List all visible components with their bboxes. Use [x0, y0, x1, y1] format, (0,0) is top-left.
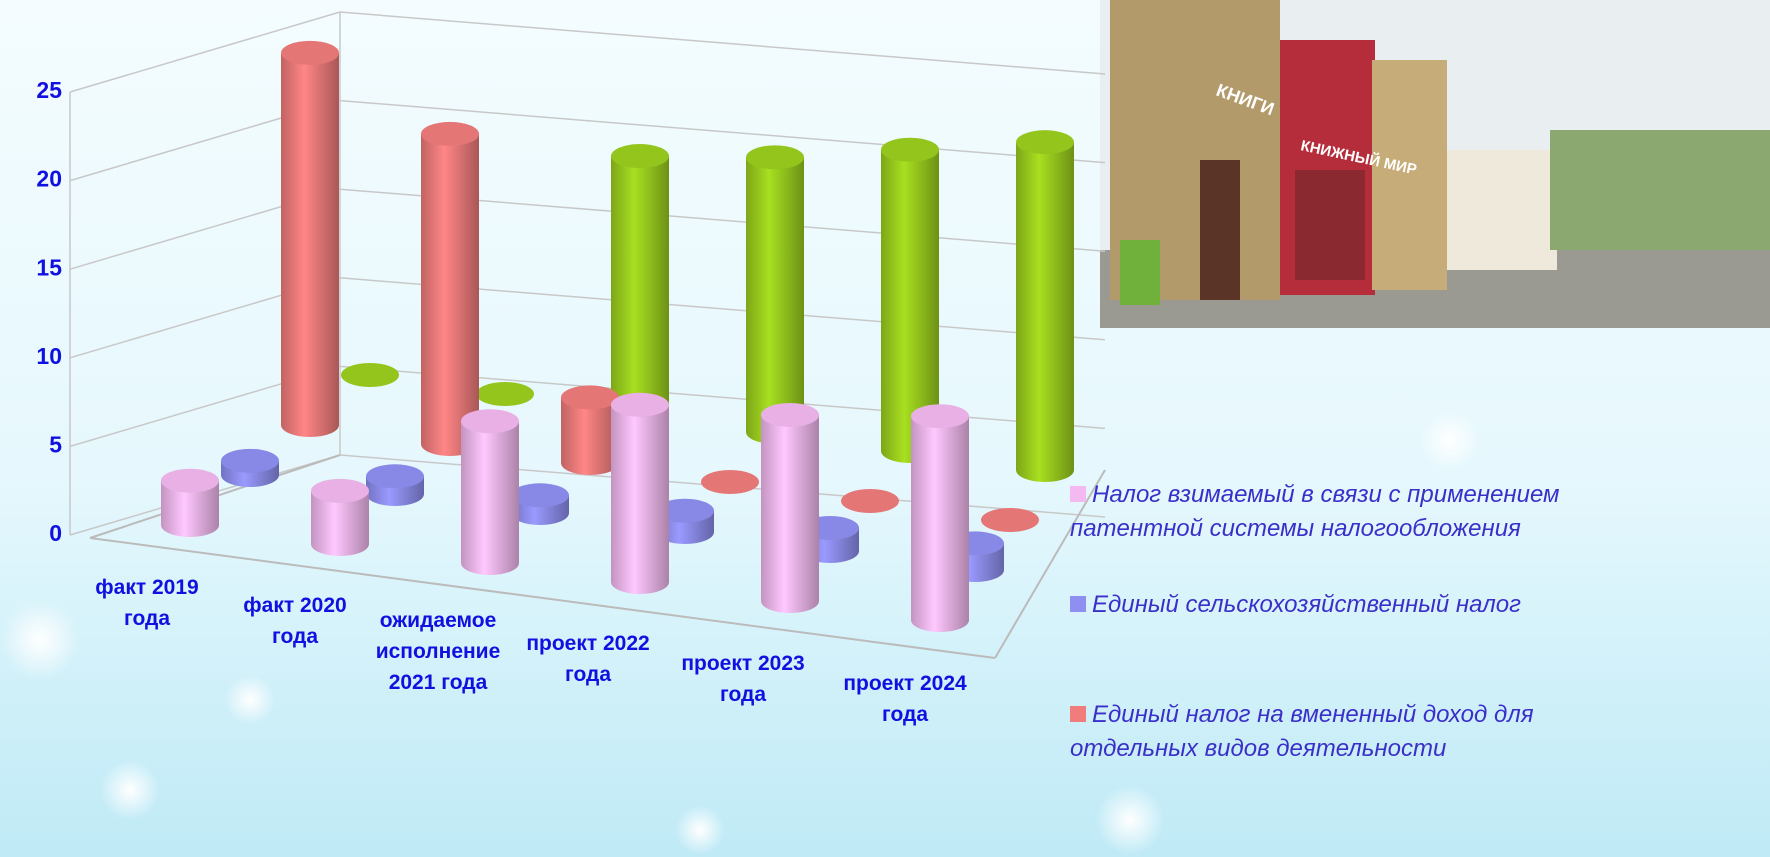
- cylinder-body: [281, 52, 339, 437]
- cylinder-body: [881, 149, 939, 463]
- cylinder-top: [221, 448, 279, 473]
- cylinder: [611, 144, 669, 425]
- cylinder-body: [421, 133, 479, 456]
- y-tick-label: 0: [49, 520, 62, 546]
- cylinder-body: [1016, 142, 1074, 482]
- cylinder-top: [1016, 130, 1074, 155]
- cylinder-top: [656, 498, 714, 523]
- cylinder: [746, 145, 804, 444]
- cylinder-top: [881, 137, 939, 162]
- cylinder: [366, 464, 424, 506]
- axes: 0 5 10 15 20 25: [36, 11, 1106, 659]
- y-tick-label: 25: [36, 77, 62, 103]
- legend-item: Налог взимаемый в связи с применением па…: [1070, 478, 1570, 546]
- cylinder-top: [161, 468, 219, 493]
- axis-line: [994, 469, 1106, 659]
- grid-line: [69, 11, 341, 93]
- cylinder-body: [746, 157, 804, 444]
- sparkles: [0, 410, 1480, 855]
- grid-line: [339, 11, 1106, 75]
- legend-swatch: [1070, 486, 1086, 502]
- cylinder-top: [281, 40, 339, 65]
- y-tick-label: 20: [36, 166, 62, 192]
- cylinder: [511, 483, 569, 525]
- cylinder-top: [421, 121, 479, 146]
- legend-label: Единый сельскохозяйственный налог: [1092, 591, 1521, 618]
- photo: КНИГИ КНИЖНЫЙ МИР: [1100, 0, 1770, 328]
- cylinder: [841, 489, 899, 513]
- grid-line: [339, 99, 1106, 164]
- cylinder-top: [311, 478, 369, 503]
- legend-swatch: [1070, 596, 1086, 612]
- cylinder-top: [511, 483, 569, 508]
- cylinder-top: [981, 508, 1039, 532]
- x-tick-label: факт 2020 года: [243, 594, 347, 648]
- x-tick-label: ожидаемое исполнение 2021 года: [375, 609, 501, 694]
- cylinder: [611, 392, 669, 594]
- cylinder: [561, 385, 619, 475]
- x-tick-label: факт 2019 года: [95, 576, 199, 630]
- cylinder-top: [611, 144, 669, 169]
- cylinder-top: [611, 392, 669, 417]
- y-tick-label: 15: [36, 254, 62, 280]
- legend-item: Единый сельскохозяйственный налог: [1070, 588, 1570, 622]
- cylinder-top: [746, 145, 804, 170]
- cylinder: [911, 404, 969, 632]
- legend-item: Единый налог на вмененный доход для отде…: [1070, 698, 1570, 766]
- cylinder: [656, 498, 714, 544]
- cylinder-top: [461, 409, 519, 434]
- legend-swatch: [1070, 706, 1086, 722]
- cylinder: [421, 121, 479, 456]
- cylinder-top: [476, 382, 534, 406]
- y-tick-label: 5: [49, 431, 62, 457]
- cylinder-top: [761, 402, 819, 427]
- cylinder: [221, 448, 279, 487]
- cylinder-body: [561, 397, 619, 475]
- cylinder-body: [911, 416, 969, 632]
- x-tick-label: проект 2022 года: [526, 632, 650, 686]
- cylinder: [476, 382, 534, 406]
- cylinder-top: [911, 404, 969, 429]
- cylinder-top: [366, 464, 424, 489]
- cylinder-body: [311, 490, 369, 556]
- cylinder: [761, 402, 819, 613]
- cylinder-body: [161, 480, 219, 537]
- legend-label: Налог взимаемый в связи с применением па…: [1070, 481, 1560, 542]
- cylinder: [161, 468, 219, 537]
- cylinder-top: [701, 470, 759, 494]
- cylinder-body: [611, 156, 669, 425]
- cylinder: [461, 409, 519, 575]
- cylinder: [701, 470, 759, 494]
- cylinder-top: [341, 363, 399, 387]
- cylinder-top: [841, 489, 899, 513]
- y-tick-label: 10: [36, 343, 62, 369]
- plot: [161, 40, 1074, 632]
- cylinder-body: [761, 414, 819, 613]
- cylinder: [881, 137, 939, 463]
- legend-label: Единый налог на вмененный доход для отде…: [1070, 701, 1534, 762]
- cylinder-top: [561, 385, 619, 410]
- cylinder: [1016, 130, 1074, 482]
- cylinder: [281, 40, 339, 437]
- cylinder-body: [611, 404, 669, 594]
- cylinder: [341, 363, 399, 387]
- cylinder: [981, 508, 1039, 532]
- x-tick-label: проект 2024 года: [843, 672, 967, 726]
- x-tick-label: проект 2023 года: [681, 652, 805, 706]
- cylinder: [311, 478, 369, 556]
- axis-line: [89, 537, 996, 659]
- cylinder-body: [461, 421, 519, 575]
